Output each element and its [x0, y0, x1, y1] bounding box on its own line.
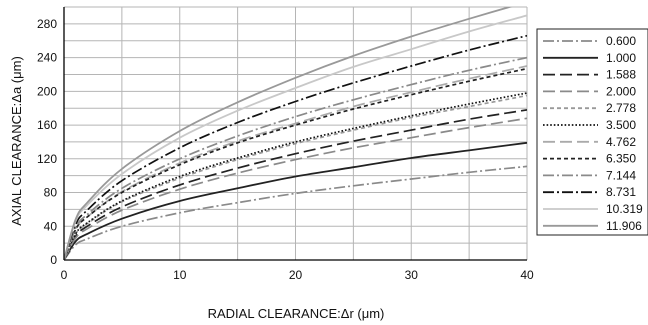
x-axis-title: RADIAL CLEARANCE:Δr (μm)	[208, 306, 385, 321]
legend: 0.600 1.000 1.588 2.000 2.778 3.500 4.762 6.350…	[536, 28, 648, 236]
series-line-2	[64, 109, 527, 260]
series-lines	[64, 7, 527, 260]
y-tick-label: 160	[37, 118, 57, 132]
x-tick-label: 0	[61, 268, 68, 282]
series-line-8	[64, 56, 527, 260]
tick-labels: 0 10 20 30 40 0 40 80 120 160 200 240 280	[37, 17, 534, 282]
legend-label-3: 2.000	[606, 84, 636, 98]
legend-label-9: 8.731	[606, 185, 636, 199]
legend-label-11: 11.906	[606, 219, 642, 233]
y-axis-title: AXIAL CLEARANCE:Δa (μm)	[9, 56, 24, 226]
series-line-0	[64, 165, 527, 260]
y-tick-label: 40	[44, 219, 58, 233]
y-tick-label: 120	[37, 152, 57, 166]
series-line-3	[64, 117, 527, 260]
series-line-7	[64, 67, 527, 260]
series-line-10	[64, 14, 527, 260]
x-tick-label: 10	[173, 268, 187, 282]
series-line-9	[64, 34, 527, 260]
series-layer	[64, 7, 527, 260]
legend-label-8: 7.144	[606, 168, 636, 182]
y-tick-label: 280	[37, 17, 57, 31]
y-tick-label: 0	[50, 253, 57, 267]
series-line-11	[64, 7, 513, 260]
series-line-5	[64, 92, 527, 260]
legend-label-2: 1.588	[606, 68, 636, 82]
legend-label-10: 10.319	[606, 202, 643, 216]
legend-label-0: 0.600	[606, 34, 636, 48]
series-line-1	[64, 141, 527, 260]
axes	[63, 7, 527, 261]
legend-label-4: 2.778	[606, 101, 636, 115]
y-tick-label: 240	[37, 51, 57, 65]
y-tick-label: 200	[37, 84, 57, 98]
legend-box	[536, 28, 648, 236]
legend-label-6: 4.762	[606, 135, 636, 149]
x-tick-label: 40	[520, 268, 534, 282]
legend-label-7: 6.350	[606, 152, 636, 166]
legend-label-1: 1.000	[606, 51, 636, 65]
series-line-4	[64, 94, 527, 260]
legend-label-5: 3.500	[606, 118, 636, 132]
x-tick-label: 30	[405, 268, 419, 282]
y-tick-label: 80	[44, 186, 58, 200]
x-tick-label: 20	[289, 268, 303, 282]
